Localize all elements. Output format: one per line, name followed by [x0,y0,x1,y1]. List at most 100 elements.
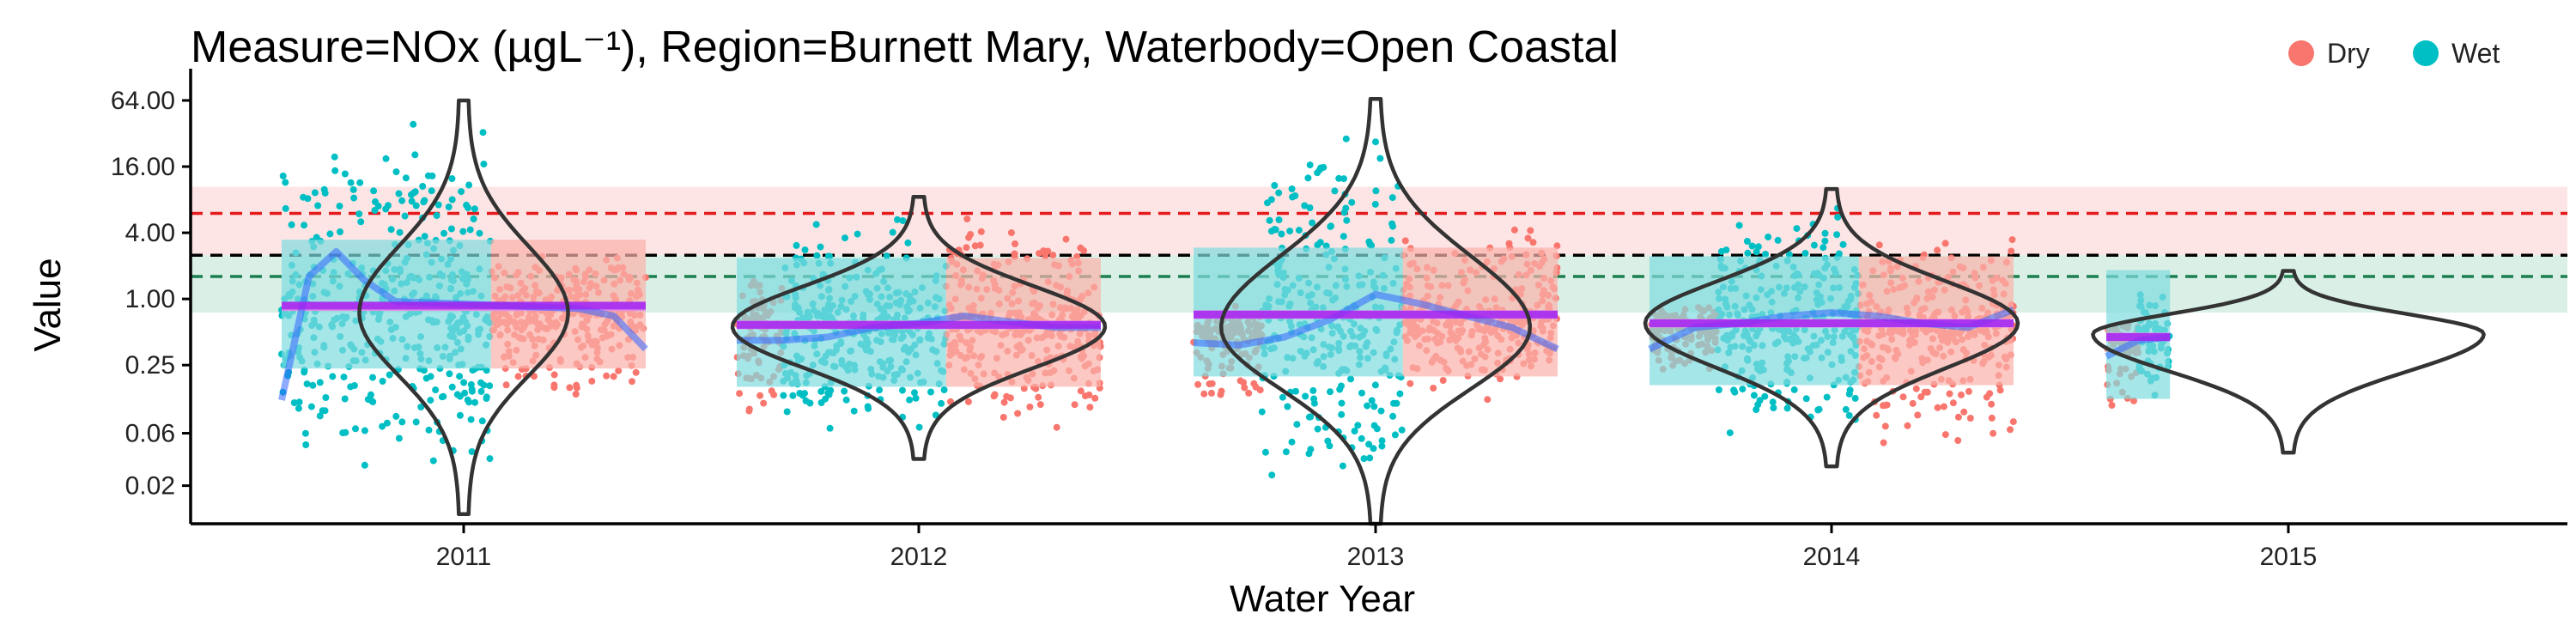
y-axis-ticks: 0.02 0.06 0.25 1.00 4.00 16.00 64.00 [111,87,191,501]
data-point [1833,231,1841,239]
data-point [383,419,391,427]
data-point [963,216,971,222]
data-point [1750,392,1758,399]
data-point [1883,401,1891,409]
data-point [1988,400,1996,408]
data-point [566,384,574,392]
data-point [817,387,825,395]
data-point [789,392,797,399]
violin-outline [730,194,1108,461]
data-point [1292,387,1299,395]
data-point [1371,381,1379,389]
data-point [1358,434,1365,442]
data-point [783,408,791,416]
data-point [447,225,455,233]
data-point [1743,238,1751,245]
data-point [387,226,395,234]
data-point [1351,428,1358,434]
data-point [433,212,440,219]
data-point [448,196,456,204]
data-point [514,373,522,380]
data-point [1754,243,1762,251]
data-point [1309,386,1317,394]
y-tick-label: 0.02 [125,472,175,501]
data-point [1086,404,1094,411]
data-point [1053,423,1060,431]
data-point [1316,239,1324,246]
data-point [915,423,923,431]
data-point [1282,448,1290,456]
data-point [1814,406,1822,414]
data-point [1310,395,1318,403]
data-point [408,191,415,198]
data-point [502,381,510,389]
data-point [382,155,390,162]
data-point [428,172,436,179]
data-point [356,179,364,186]
data-point [550,381,558,389]
data-point [1326,442,1334,450]
data-point [745,405,753,413]
data-point [1388,194,1396,202]
data-point [1376,155,1384,162]
data-point [1208,389,1215,397]
data-point [1279,393,1286,401]
data-point [486,382,494,390]
data-point [1014,410,1022,417]
data-point [1834,213,1842,221]
data-point [1753,406,1760,414]
data-point [1954,413,1962,421]
data-point [1770,404,1777,411]
data-point [320,185,328,193]
data-point [1398,426,1406,434]
data-point [456,411,464,419]
data-point [421,197,428,204]
data-point [1365,440,1373,448]
y-tick-label: 1.00 [125,285,175,313]
data-point [309,381,317,389]
data-point [899,386,906,394]
data-point [632,368,640,376]
data-point [1391,431,1399,439]
data-point [1875,241,1883,249]
data-point [1762,251,1769,258]
data-point [336,203,343,210]
legend-label: Wet [2451,38,2500,69]
data-point [448,175,456,182]
data-point [1377,407,1385,415]
data-point [1040,247,1048,255]
data-point [460,379,468,386]
data-point [1343,216,1351,224]
data-point [422,374,430,382]
data-point [1753,248,1760,256]
data-point [1396,390,1404,398]
y-tick-label: 4.00 [125,219,175,247]
legend-label: Dry [2327,38,2370,69]
data-point [990,392,998,400]
data-point [313,234,320,241]
data-point [470,216,477,222]
data-point [1917,393,1925,401]
data-point [940,386,948,393]
data-point [1802,395,1810,403]
data-point [1241,384,1249,392]
data-point [371,207,379,214]
data-point [288,221,295,228]
data-point [841,387,848,395]
data-point [2008,236,2016,244]
data-point [1042,252,1049,260]
data-point [1785,251,1793,258]
data-point [1839,240,1847,248]
data-point [347,383,355,391]
data-point [1370,403,1378,410]
data-point [1988,414,1996,422]
data-point [392,412,400,420]
data-point [1049,252,1057,259]
data-point [1366,240,1374,248]
data-point [1388,236,1395,244]
data-point [486,455,494,463]
data-point [817,243,824,251]
data-point [1335,174,1343,182]
data-point [1912,385,1920,392]
